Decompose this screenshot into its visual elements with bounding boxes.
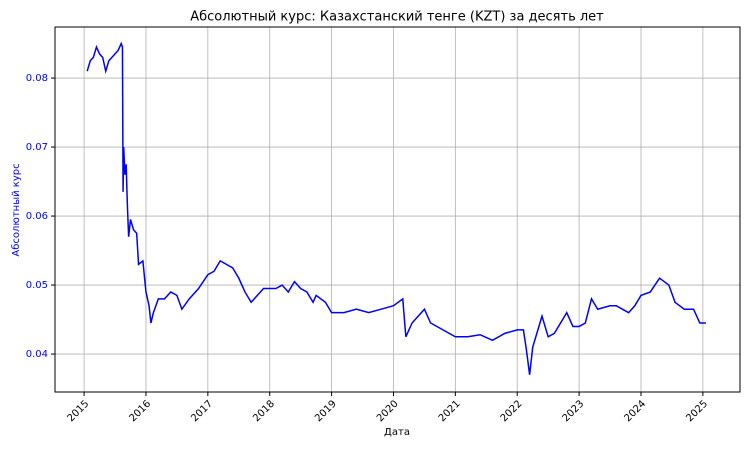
y-axis-label: Абсолютный курс <box>11 163 22 256</box>
y-tick-label: 0.07 <box>26 142 48 153</box>
y-tick-label: 0.08 <box>26 73 48 84</box>
chart-title: Абсолютный курс: Казахстанский тенге (KZ… <box>190 10 604 25</box>
y-tick-label: 0.06 <box>26 211 48 222</box>
y-tick-label: 0.05 <box>26 280 48 291</box>
plot-frame <box>54 26 741 393</box>
x-axis-label: Дата <box>384 427 410 438</box>
y-tick-label: 0.04 <box>26 349 48 360</box>
line <box>86 41 706 375</box>
